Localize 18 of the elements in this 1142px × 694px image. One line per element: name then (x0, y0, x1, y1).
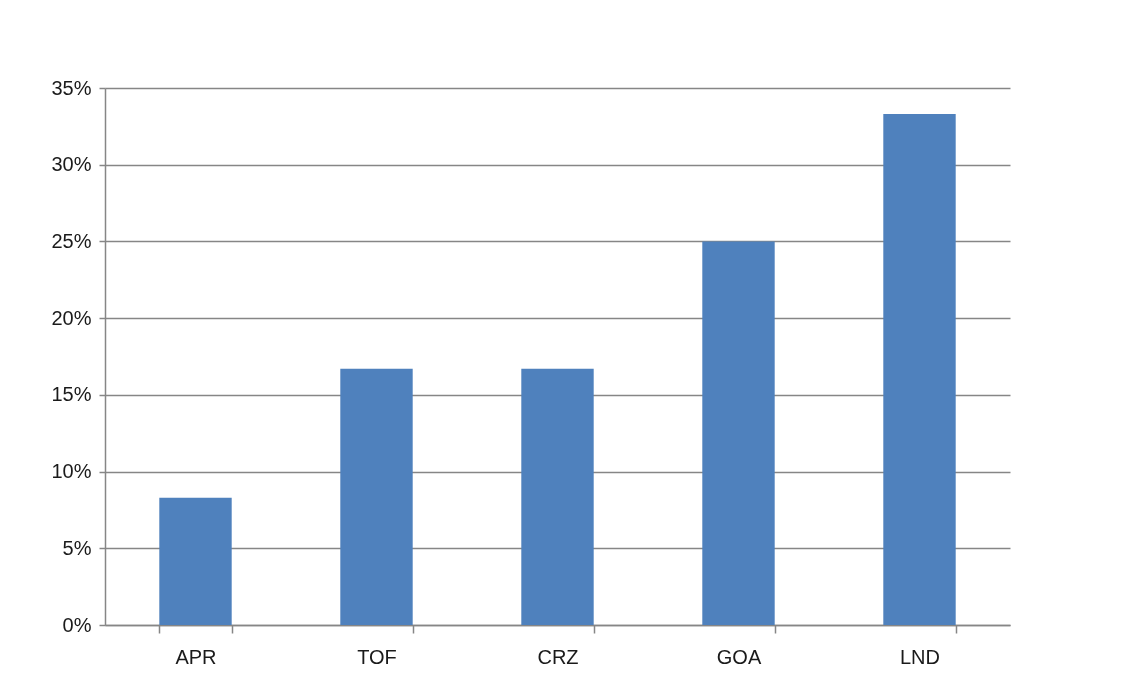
bar (340, 368, 413, 625)
bar (521, 368, 594, 625)
bar (159, 497, 232, 625)
x-tick-label: CRZ (537, 645, 579, 668)
y-tick-label: 30% (51, 153, 92, 176)
x-tick-label: APR (175, 645, 217, 668)
x-tick-label: GOA (716, 645, 762, 668)
y-tick-label: 35% (51, 76, 92, 99)
bar (702, 241, 775, 625)
y-tick-label: 20% (51, 306, 92, 329)
y-tick-label: 25% (51, 229, 92, 252)
y-tick-label: 5% (62, 536, 92, 559)
y-tick-label: 0% (62, 613, 92, 636)
bar (883, 114, 956, 625)
x-tick-label: TOF (357, 645, 397, 668)
y-tick-label: 15% (51, 383, 92, 406)
y-tick-label: 10% (51, 460, 92, 483)
x-tick-label: LND (899, 645, 941, 668)
